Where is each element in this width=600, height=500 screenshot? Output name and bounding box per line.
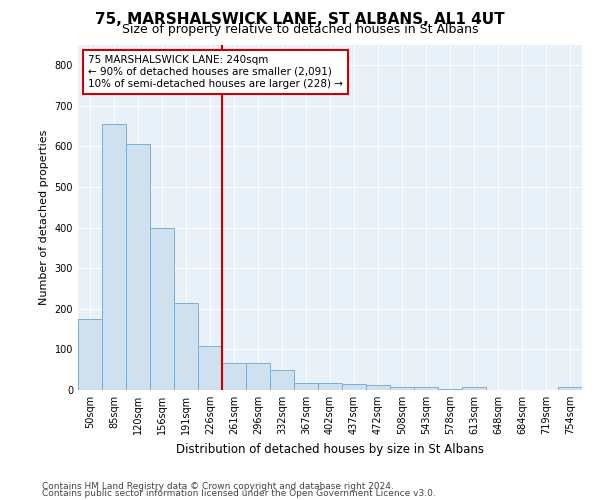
Bar <box>198 346 222 390</box>
Text: Size of property relative to detached houses in St Albans: Size of property relative to detached ho… <box>122 22 478 36</box>
Bar <box>366 384 390 390</box>
Bar <box>390 387 414 390</box>
Bar <box>414 387 438 390</box>
Text: 75 MARSHALSWICK LANE: 240sqm
← 90% of detached houses are smaller (2,091)
10% of: 75 MARSHALSWICK LANE: 240sqm ← 90% of de… <box>88 56 343 88</box>
Text: Contains public sector information licensed under the Open Government Licence v3: Contains public sector information licen… <box>42 490 436 498</box>
Text: Contains HM Land Registry data © Crown copyright and database right 2024.: Contains HM Land Registry data © Crown c… <box>42 482 394 491</box>
Bar <box>270 370 294 390</box>
Bar <box>318 383 342 390</box>
Bar <box>126 144 150 390</box>
Bar <box>462 387 486 390</box>
Text: 75, MARSHALSWICK LANE, ST ALBANS, AL1 4UT: 75, MARSHALSWICK LANE, ST ALBANS, AL1 4U… <box>95 12 505 28</box>
Bar <box>174 302 198 390</box>
Bar <box>222 363 246 390</box>
Bar <box>558 387 582 390</box>
Bar <box>150 228 174 390</box>
X-axis label: Distribution of detached houses by size in St Albans: Distribution of detached houses by size … <box>176 442 484 456</box>
Bar <box>294 382 318 390</box>
Bar <box>438 389 462 390</box>
Y-axis label: Number of detached properties: Number of detached properties <box>39 130 49 305</box>
Bar <box>342 384 366 390</box>
Bar <box>78 319 102 390</box>
Bar <box>246 363 270 390</box>
Bar <box>102 124 126 390</box>
